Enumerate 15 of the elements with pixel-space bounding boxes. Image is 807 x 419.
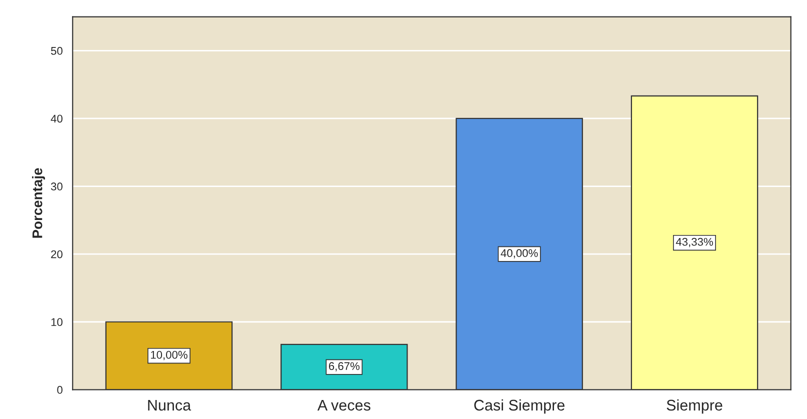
y-tick-label: 50 xyxy=(50,46,62,55)
data-label: 6,67% xyxy=(328,362,360,372)
y-tick-label: 0 xyxy=(57,386,62,394)
data-label: 10,00% xyxy=(150,350,188,360)
y-tick-label: 20 xyxy=(51,250,62,258)
data-label: 43,33% xyxy=(676,238,713,248)
data-label: 40,00% xyxy=(500,249,538,258)
x-tick-label: Casi Siempre xyxy=(474,399,565,414)
y-tick-label: 40 xyxy=(50,114,62,123)
x-tick-label: A veces xyxy=(317,400,370,411)
y-axis-title: Porcentaje xyxy=(32,168,45,238)
y-tick-label: 30 xyxy=(50,182,62,190)
x-tick-label: Siempre xyxy=(666,399,722,414)
y-tick-label: 10 xyxy=(51,318,62,326)
x-tick-label: Nunca xyxy=(148,400,192,411)
